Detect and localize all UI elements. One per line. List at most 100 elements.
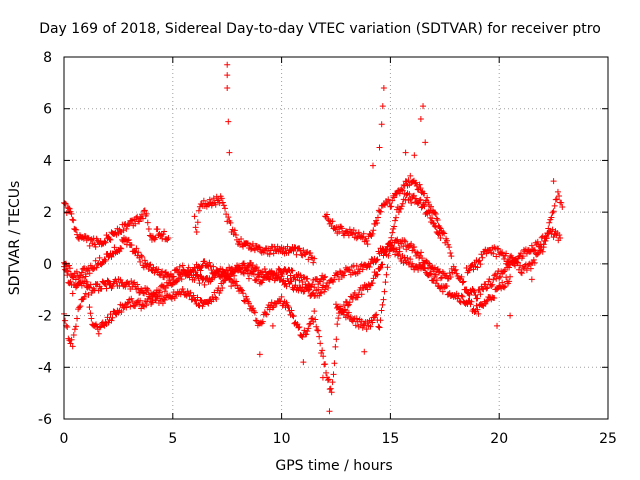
data-point: [159, 300, 166, 307]
data-point: [107, 311, 114, 318]
data-point: [423, 257, 430, 264]
data-point: [278, 293, 285, 300]
data-point: [135, 249, 142, 256]
data-point: [154, 293, 161, 300]
data-point: [139, 253, 146, 260]
data-point: [295, 324, 302, 331]
data-point: [328, 389, 335, 396]
data-point: [452, 266, 459, 273]
data-point: [231, 227, 238, 234]
data-points: [61, 61, 566, 415]
data-point: [107, 236, 114, 243]
data-point: [144, 219, 151, 226]
data-point: [161, 288, 168, 295]
data-point: [359, 266, 366, 273]
data-point: [355, 229, 362, 236]
data-point: [318, 349, 325, 356]
data-point: [85, 291, 92, 298]
x-tick-label: 20: [490, 431, 508, 447]
data-point: [87, 281, 94, 288]
data-point: [274, 274, 281, 281]
data-point: [131, 248, 138, 255]
data-point: [146, 293, 153, 300]
data-point: [369, 162, 376, 169]
data-point: [465, 290, 472, 297]
data-point: [329, 379, 336, 386]
data-point: [322, 273, 329, 280]
data-point: [270, 304, 277, 311]
data-point: [69, 216, 76, 223]
x-tick-label: 5: [168, 431, 177, 447]
data-point: [133, 245, 140, 252]
data-point: [253, 264, 260, 271]
data-point: [417, 185, 424, 192]
data-point: [559, 203, 566, 210]
data-point: [296, 324, 303, 331]
data-point: [319, 347, 326, 354]
data-point: [344, 302, 351, 309]
data-point: [329, 218, 336, 225]
data-point: [123, 304, 130, 311]
data-point: [102, 257, 109, 264]
data-point: [549, 209, 556, 216]
data-point: [287, 278, 294, 285]
data-point: [317, 290, 324, 297]
data-point: [409, 247, 416, 254]
data-point: [382, 279, 389, 286]
data-point: [495, 245, 502, 252]
data-point: [88, 315, 95, 322]
data-point: [124, 300, 131, 307]
y-axis-label: SDTVAR / TECUs: [7, 181, 23, 296]
data-point: [446, 244, 453, 251]
data-point: [493, 275, 500, 282]
data-point: [233, 278, 240, 285]
data-point: [92, 243, 99, 250]
data-point: [361, 348, 368, 355]
data-point: [517, 269, 524, 276]
data-point: [374, 256, 381, 263]
data-point: [503, 274, 510, 281]
data-point: [389, 239, 396, 246]
data-point: [346, 226, 353, 233]
data-point: [147, 296, 154, 303]
data-point: [494, 322, 501, 329]
data-point: [363, 237, 370, 244]
data-point: [212, 294, 219, 301]
data-point: [486, 276, 493, 283]
data-point: [534, 251, 541, 258]
data-point: [230, 269, 237, 276]
data-point: [388, 203, 395, 210]
data-point: [269, 322, 276, 329]
data-point: [192, 224, 199, 231]
data-point: [225, 214, 232, 221]
data-point: [446, 270, 453, 277]
data-point: [215, 197, 222, 204]
data-point: [346, 299, 353, 306]
data-point: [305, 287, 312, 294]
data-point: [67, 278, 74, 285]
data-point: [224, 61, 231, 68]
plot-frame: [63, 56, 609, 420]
data-point: [145, 266, 152, 273]
data-point: [380, 201, 387, 208]
data-point: [104, 277, 111, 284]
data-point: [408, 240, 415, 247]
data-point: [101, 256, 108, 263]
data-point: [194, 219, 201, 226]
data-point: [491, 294, 498, 301]
data-point: [192, 269, 199, 276]
data-point: [483, 250, 490, 257]
data-point: [340, 272, 347, 279]
data-point: [290, 313, 297, 320]
data-point: [437, 275, 444, 282]
data-point: [497, 273, 504, 280]
data-point: [82, 273, 89, 280]
data-point: [490, 250, 497, 257]
data-point: [319, 374, 326, 381]
data-point: [528, 276, 535, 283]
data-point: [425, 199, 432, 206]
data-point: [436, 268, 443, 275]
data-point: [159, 268, 166, 275]
data-point: [443, 237, 450, 244]
